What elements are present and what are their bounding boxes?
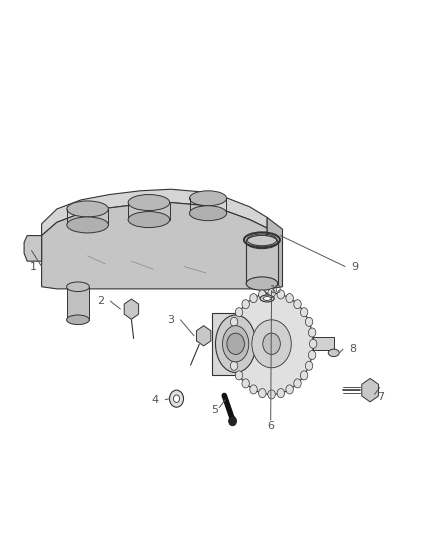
- Circle shape: [230, 293, 313, 394]
- Polygon shape: [246, 242, 278, 284]
- Circle shape: [226, 340, 234, 349]
- Circle shape: [263, 333, 280, 354]
- Circle shape: [242, 300, 249, 309]
- Ellipse shape: [328, 349, 339, 357]
- Circle shape: [230, 361, 238, 370]
- Ellipse shape: [223, 326, 249, 362]
- Polygon shape: [67, 287, 89, 320]
- Circle shape: [277, 389, 285, 398]
- Ellipse shape: [128, 212, 170, 228]
- Ellipse shape: [215, 315, 256, 373]
- Circle shape: [252, 320, 291, 368]
- Polygon shape: [124, 299, 138, 319]
- Ellipse shape: [260, 295, 274, 302]
- Text: 6: 6: [267, 422, 274, 431]
- Circle shape: [300, 308, 308, 317]
- Text: 9: 9: [351, 262, 358, 271]
- Circle shape: [309, 340, 317, 349]
- Text: 1: 1: [29, 262, 36, 271]
- Circle shape: [250, 385, 257, 394]
- Text: 7: 7: [378, 392, 385, 402]
- Circle shape: [308, 328, 316, 337]
- Polygon shape: [42, 189, 267, 236]
- Circle shape: [229, 416, 237, 426]
- Circle shape: [294, 300, 301, 309]
- Text: 2: 2: [97, 296, 104, 306]
- Polygon shape: [313, 337, 334, 350]
- Circle shape: [235, 308, 243, 317]
- Circle shape: [258, 290, 266, 299]
- Polygon shape: [362, 378, 378, 402]
- Polygon shape: [24, 236, 42, 261]
- Circle shape: [308, 351, 316, 360]
- Circle shape: [173, 395, 180, 402]
- Text: 3: 3: [167, 315, 174, 325]
- Polygon shape: [267, 217, 283, 289]
- Ellipse shape: [67, 217, 109, 233]
- Ellipse shape: [246, 235, 278, 248]
- Ellipse shape: [67, 201, 109, 217]
- Circle shape: [250, 294, 257, 303]
- Circle shape: [258, 389, 266, 398]
- Text: 4: 4: [152, 395, 159, 405]
- Circle shape: [268, 390, 275, 399]
- Circle shape: [227, 351, 235, 360]
- Circle shape: [277, 290, 285, 299]
- Circle shape: [170, 390, 184, 407]
- Circle shape: [227, 328, 235, 337]
- Circle shape: [286, 385, 293, 394]
- Circle shape: [227, 333, 244, 354]
- Circle shape: [242, 379, 249, 388]
- Circle shape: [305, 361, 313, 370]
- Ellipse shape: [189, 206, 227, 221]
- Circle shape: [300, 371, 308, 380]
- Circle shape: [230, 317, 238, 326]
- Polygon shape: [197, 326, 211, 346]
- Ellipse shape: [246, 277, 278, 290]
- Circle shape: [286, 294, 293, 303]
- Polygon shape: [42, 203, 267, 289]
- Ellipse shape: [67, 315, 89, 325]
- Circle shape: [235, 371, 243, 380]
- Circle shape: [294, 379, 301, 388]
- Text: 5: 5: [211, 406, 218, 415]
- Ellipse shape: [189, 191, 227, 206]
- Ellipse shape: [263, 296, 271, 301]
- Text: 10: 10: [270, 286, 282, 295]
- Circle shape: [305, 317, 313, 326]
- Ellipse shape: [67, 282, 89, 292]
- Text: 8: 8: [349, 344, 356, 354]
- Ellipse shape: [128, 195, 170, 211]
- Circle shape: [268, 289, 275, 297]
- Polygon shape: [212, 313, 260, 375]
